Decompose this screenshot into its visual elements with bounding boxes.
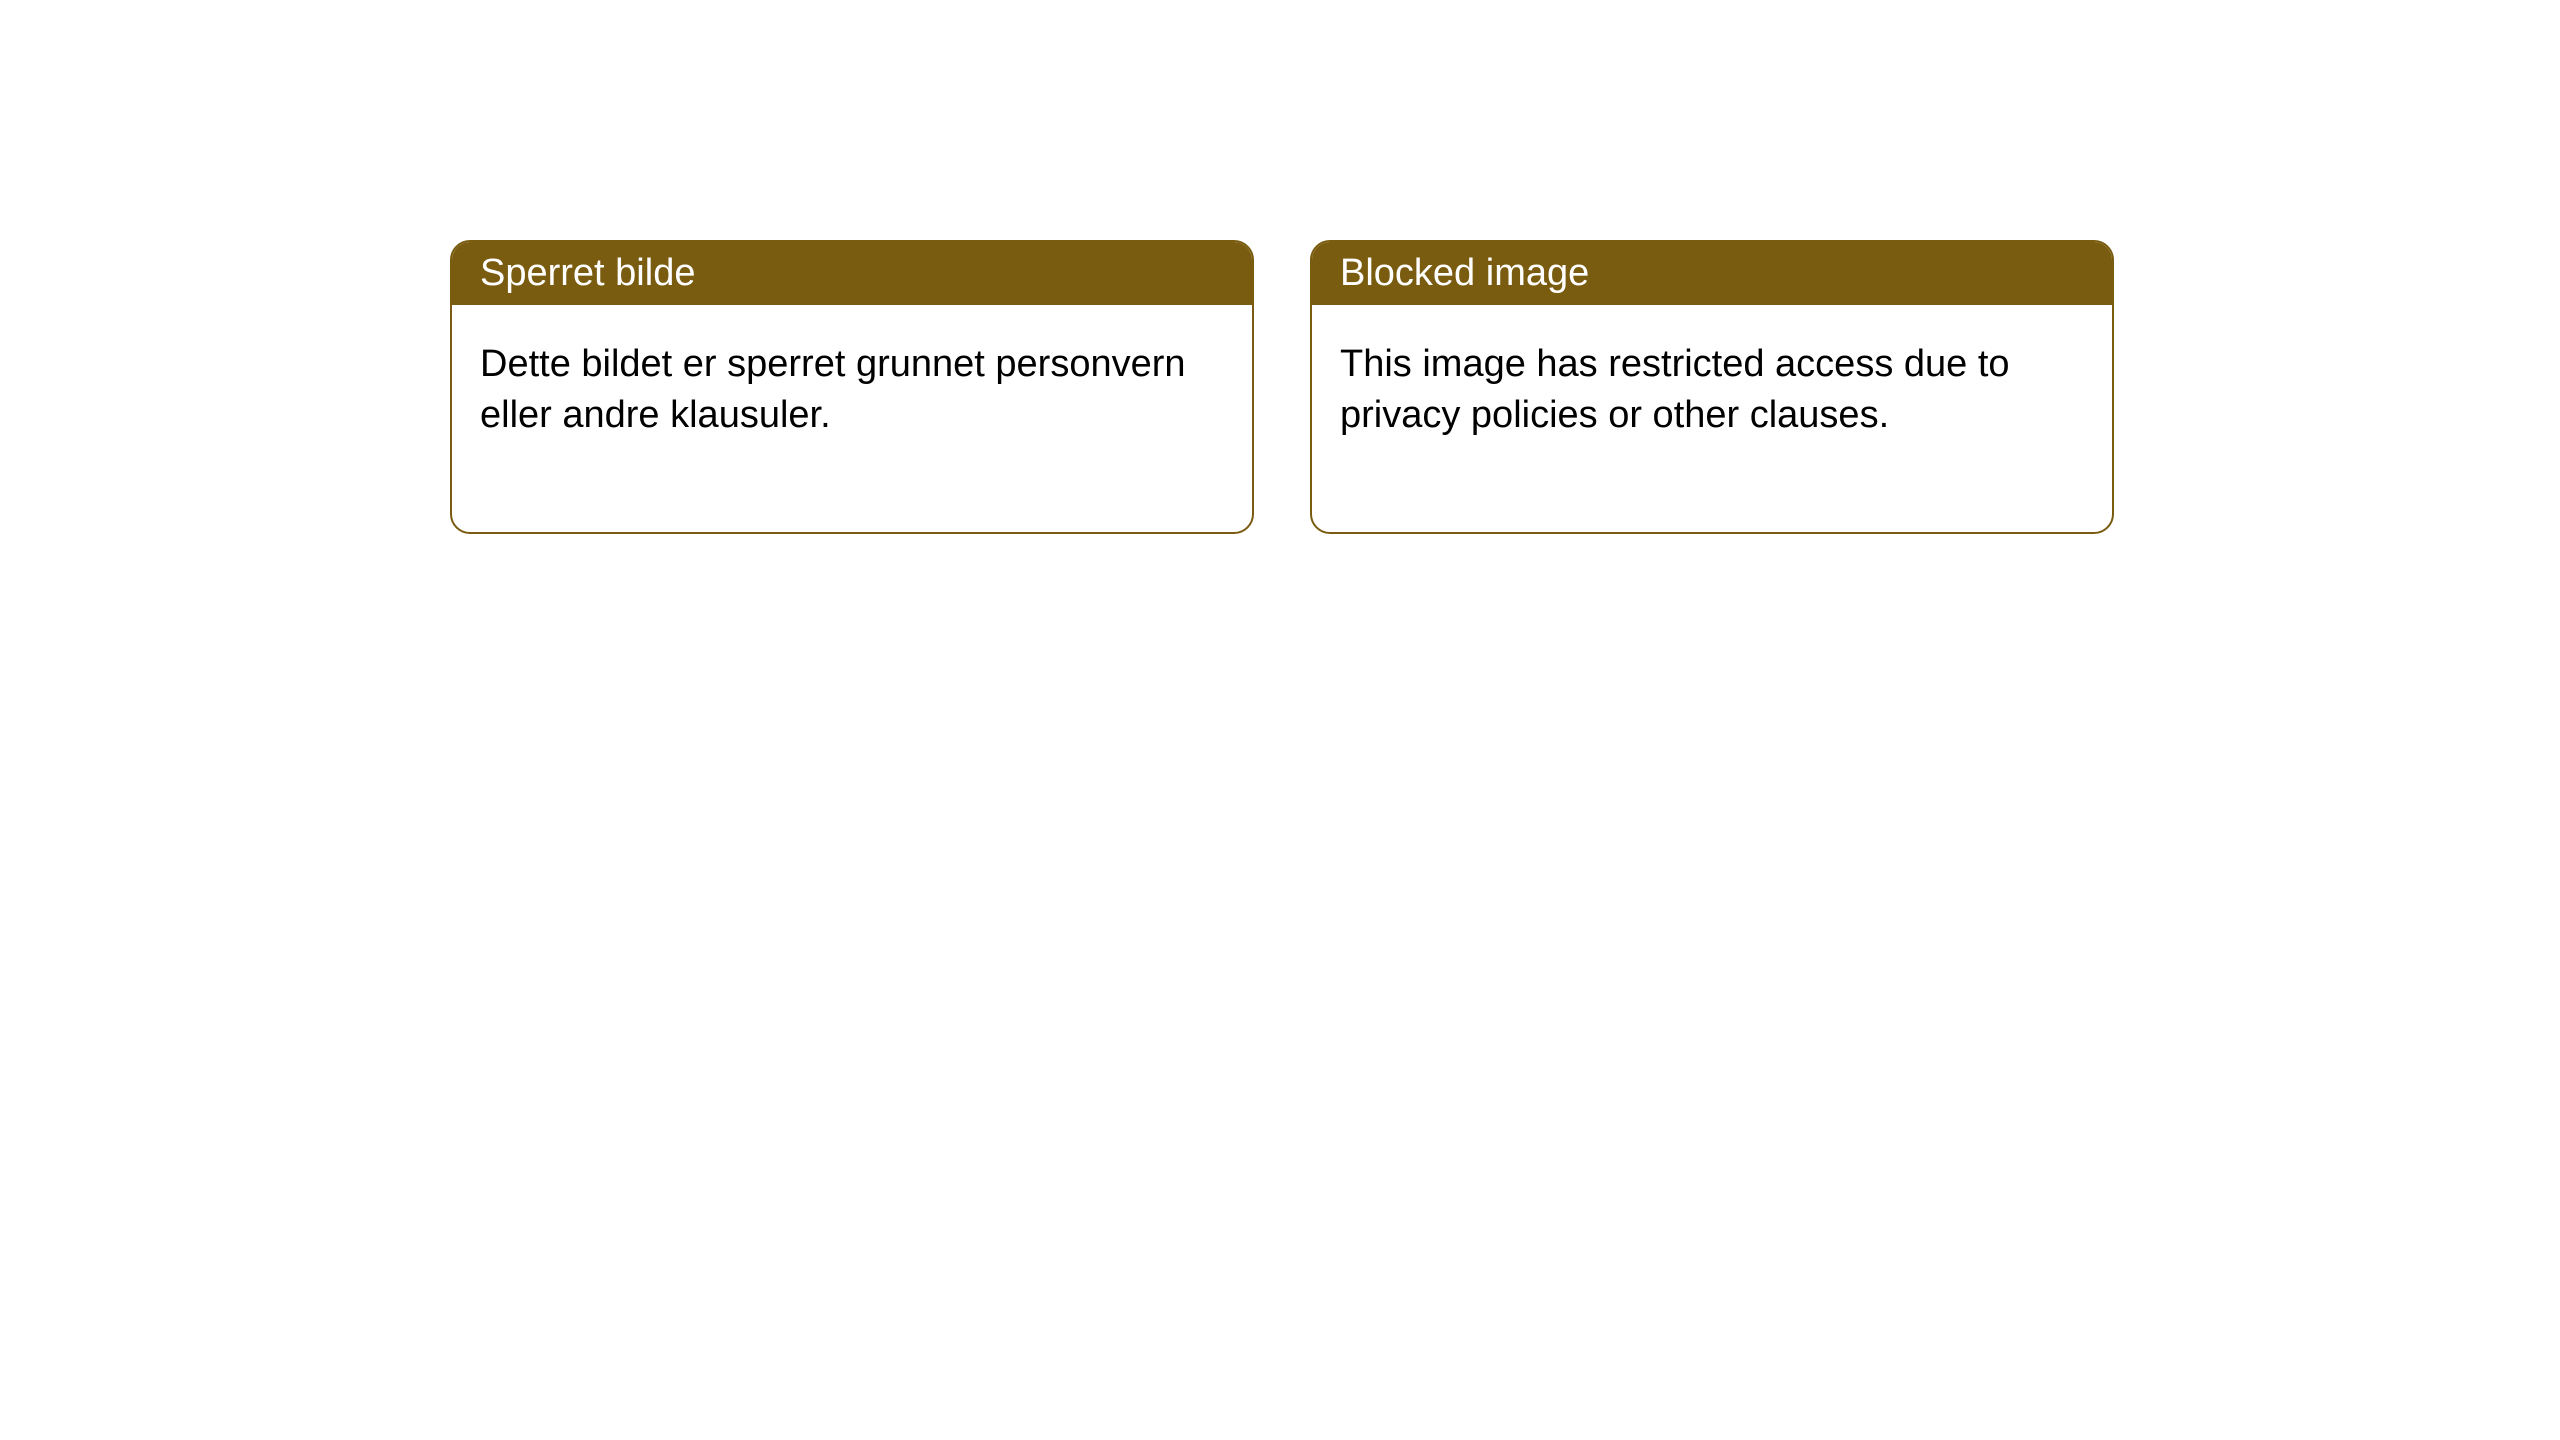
card-title: Sperret bilde <box>480 252 695 294</box>
card-title: Blocked image <box>1340 252 1589 294</box>
card-message: This image has restricted access due to … <box>1340 343 2010 436</box>
blocked-image-card-en: Blocked image This image has restricted … <box>1310 240 2114 534</box>
card-header: Sperret bilde <box>452 242 1252 305</box>
card-body: This image has restricted access due to … <box>1312 305 2112 532</box>
blocked-image-card-no: Sperret bilde Dette bildet er sperret gr… <box>450 240 1254 534</box>
card-header: Blocked image <box>1312 242 2112 305</box>
blocked-image-notices: Sperret bilde Dette bildet er sperret gr… <box>450 240 2560 534</box>
card-body: Dette bildet er sperret grunnet personve… <box>452 305 1252 532</box>
card-message: Dette bildet er sperret grunnet personve… <box>480 343 1186 436</box>
